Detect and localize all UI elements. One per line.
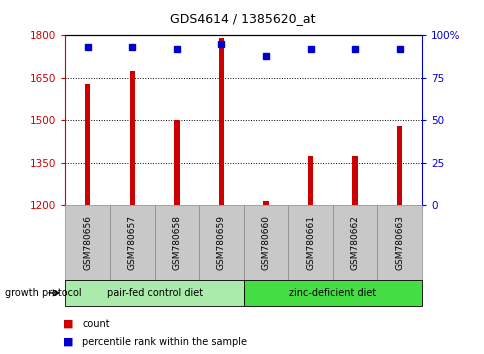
Bar: [263, 201, 268, 205]
Bar: [129, 71, 135, 205]
Bar: [199, 205, 243, 280]
Text: percentile rank within the sample: percentile rank within the sample: [82, 337, 247, 347]
Bar: [218, 38, 224, 205]
Text: GSM780661: GSM780661: [305, 215, 315, 270]
Bar: [65, 280, 243, 306]
Text: zinc-deficient diet: zinc-deficient diet: [288, 288, 376, 298]
Bar: [243, 280, 421, 306]
Text: GSM780660: GSM780660: [261, 215, 270, 270]
Bar: [85, 84, 90, 205]
Bar: [396, 126, 402, 205]
Bar: [307, 156, 313, 205]
Bar: [332, 205, 377, 280]
Text: pair-fed control diet: pair-fed control diet: [106, 288, 202, 298]
Text: count: count: [82, 319, 110, 329]
Text: GSM780662: GSM780662: [350, 215, 359, 270]
Text: ■: ■: [63, 319, 74, 329]
Text: ■: ■: [63, 337, 74, 347]
Bar: [377, 205, 421, 280]
Text: GSM780659: GSM780659: [216, 215, 226, 270]
Text: GSM780658: GSM780658: [172, 215, 181, 270]
Text: GDS4614 / 1385620_at: GDS4614 / 1385620_at: [169, 12, 315, 25]
Bar: [154, 205, 199, 280]
Bar: [287, 205, 332, 280]
Text: GSM780657: GSM780657: [128, 215, 136, 270]
Bar: [243, 205, 287, 280]
Bar: [65, 205, 110, 280]
Bar: [110, 205, 154, 280]
Text: growth protocol: growth protocol: [5, 288, 81, 298]
Bar: [352, 156, 357, 205]
Bar: [174, 120, 179, 205]
Text: GSM780656: GSM780656: [83, 215, 92, 270]
Text: GSM780663: GSM780663: [394, 215, 403, 270]
